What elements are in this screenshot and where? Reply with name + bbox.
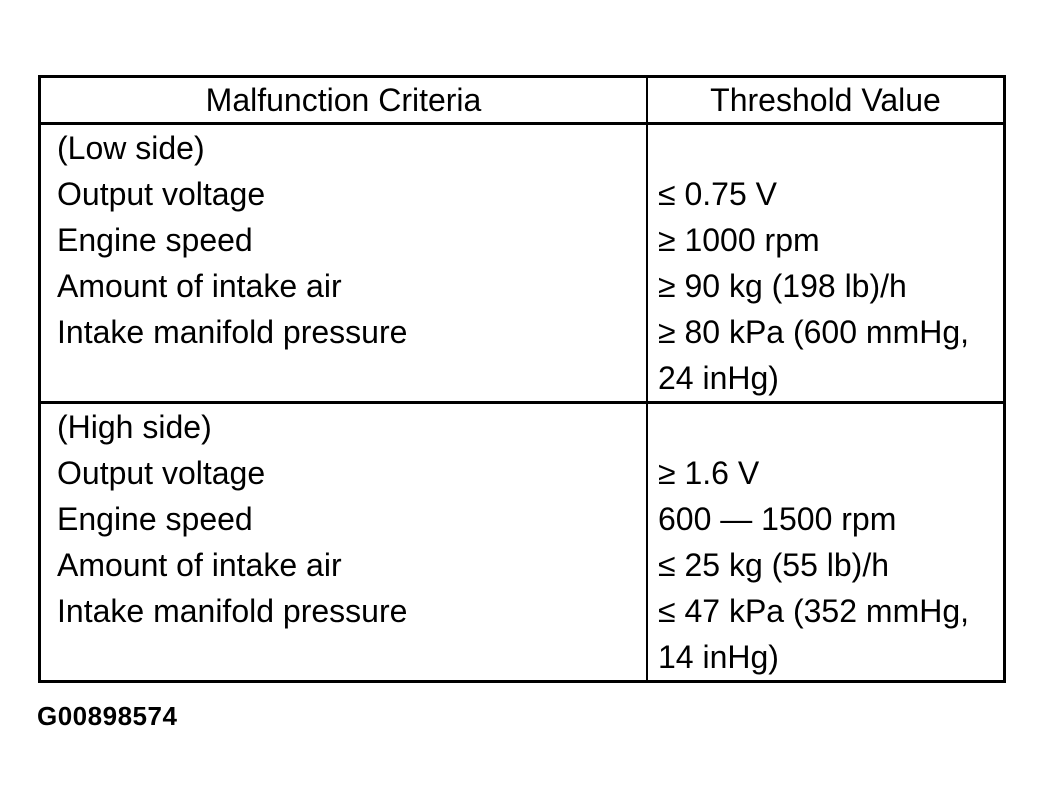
table-row: Amount of intake air ≥ 90 kg (198 lb)/h — [41, 263, 1003, 309]
criteria-cell: (High side) — [41, 404, 648, 450]
table-row: Output voltage ≥ 1.6 V — [41, 450, 1003, 496]
table-row: Intake manifold pressure ≥ 80 kPa (600 m… — [41, 309, 1003, 401]
value-cell: ≥ 1000 rpm — [658, 222, 820, 258]
table-row: (Low side) — [41, 125, 1003, 171]
figure-id-caption: G00898574 — [37, 701, 178, 731]
value-cell: ≤ 47 kPa (352 mmHg, 14 inHg) — [658, 593, 970, 675]
value-cell: ≥ 1.6 V — [658, 455, 760, 491]
criteria-cell: Intake manifold pressure — [41, 588, 648, 680]
criteria-cell: (Low side) — [41, 125, 648, 171]
criteria-cell: Amount of intake air — [41, 542, 648, 588]
column-header-threshold-value: Threshold Value — [710, 82, 941, 118]
table-section-high-side: (High side) Output voltage ≥ 1.6 V Engin… — [41, 401, 1003, 680]
table-section-low-side: (Low side) Output voltage ≤ 0.75 V Engin… — [41, 125, 1003, 401]
criteria-cell: Engine speed — [41, 496, 648, 542]
value-cell: ≤ 25 kg (55 lb)/h — [658, 547, 890, 583]
value-cell: ≤ 0.75 V — [658, 176, 777, 212]
table-row: Intake manifold pressure ≤ 47 kPa (352 m… — [41, 588, 1003, 680]
criteria-cell: Amount of intake air — [41, 263, 648, 309]
value-cell — [648, 404, 1003, 450]
value-cell: ≥ 90 kg (198 lb)/h — [658, 268, 907, 304]
malfunction-criteria-table: Malfunction Criteria Threshold Value (Lo… — [38, 75, 1006, 683]
table-row: Output voltage ≤ 0.75 V — [41, 171, 1003, 217]
value-cell: ≥ 80 kPa (600 mmHg, 24 inHg) — [658, 314, 970, 396]
table-row: Amount of intake air ≤ 25 kg (55 lb)/h — [41, 542, 1003, 588]
criteria-cell: Output voltage — [41, 171, 648, 217]
value-cell — [648, 125, 1003, 171]
table-row: (High side) — [41, 404, 1003, 450]
value-cell: 600 — 1500 rpm — [658, 501, 897, 537]
table-row: Engine speed ≥ 1000 rpm — [41, 217, 1003, 263]
table-row: Engine speed 600 — 1500 rpm — [41, 496, 1003, 542]
table-header-row: Malfunction Criteria Threshold Value — [41, 78, 1003, 125]
criteria-cell: Intake manifold pressure — [41, 309, 648, 401]
column-header-malfunction-criteria: Malfunction Criteria — [41, 78, 648, 122]
criteria-cell: Output voltage — [41, 450, 648, 496]
criteria-cell: Engine speed — [41, 217, 648, 263]
